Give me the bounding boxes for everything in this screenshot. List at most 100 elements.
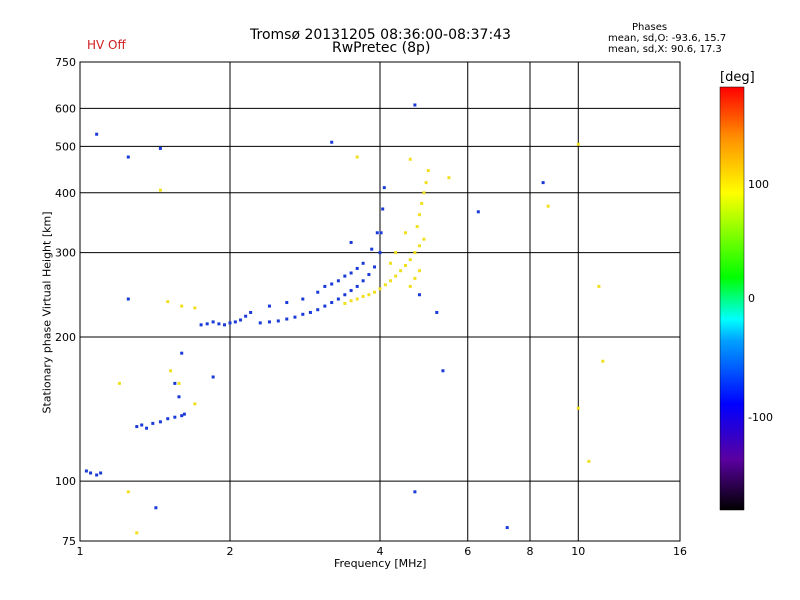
data-point-o <box>413 490 417 494</box>
data-point-x <box>180 304 184 308</box>
data-point-o <box>233 320 237 324</box>
data-point-x <box>355 297 359 301</box>
data-point-o <box>239 318 243 322</box>
hv-status-label: HV Off <box>87 38 126 52</box>
x-tick-label: 1 <box>77 545 84 558</box>
data-point-o <box>173 415 177 419</box>
data-point-o <box>99 471 103 475</box>
x-tick-label: 2 <box>227 545 234 558</box>
data-point-o <box>95 132 99 136</box>
data-point-x <box>158 188 162 192</box>
data-point-x <box>415 225 419 229</box>
y-tick-label: 100 <box>55 475 76 488</box>
phases-o-stats: mean, sd,O: -93.6, 15.7 <box>608 33 727 44</box>
y-tick-label: 500 <box>55 140 76 153</box>
chart-title: Tromsø 20131205 08:36:00-08:37:43 <box>250 27 511 43</box>
data-point-o <box>417 293 421 297</box>
data-point-o <box>158 420 162 424</box>
data-point-x <box>422 191 426 195</box>
data-point-x <box>417 244 421 248</box>
data-point-o <box>223 323 227 327</box>
data-point-o <box>373 265 377 269</box>
data-point-o <box>140 423 144 427</box>
data-point-o <box>158 146 162 150</box>
data-point-x <box>399 269 403 273</box>
data-point-x <box>408 157 412 161</box>
data-point-o <box>330 282 334 286</box>
data-point-x <box>422 237 426 241</box>
data-point-x <box>417 269 421 273</box>
data-point-x <box>601 359 605 363</box>
data-point-o <box>355 266 359 270</box>
data-point-o <box>330 140 334 144</box>
data-point-x <box>424 181 428 185</box>
data-point-x <box>135 531 139 535</box>
phases-title: Phases <box>632 22 668 33</box>
data-point-x <box>576 142 580 146</box>
data-point-o <box>126 155 130 159</box>
y-tick-label: 600 <box>55 102 76 115</box>
data-point-o <box>343 293 347 297</box>
data-point-x <box>117 381 121 385</box>
data-point-x <box>576 406 580 410</box>
data-point-o <box>381 207 385 211</box>
data-point-x <box>403 231 407 235</box>
data-point-o <box>199 323 203 327</box>
data-point-o <box>267 304 271 308</box>
y-tick-label: 200 <box>55 331 76 344</box>
data-point-o <box>349 240 353 244</box>
data-point-o <box>173 381 177 385</box>
data-point-o <box>435 310 439 314</box>
data-point-o <box>293 315 297 319</box>
colorbar <box>719 86 745 511</box>
data-point-o <box>336 279 340 283</box>
y-tick-label: 400 <box>55 187 76 200</box>
data-point-o <box>285 301 289 305</box>
data-point-o <box>441 369 445 373</box>
x-axis-label: Frequency [MHz] <box>334 557 427 570</box>
data-point-o <box>301 312 305 316</box>
colorbar-tick-minus100: -100 <box>748 411 773 424</box>
data-point-x <box>394 251 398 255</box>
data-point-x <box>373 290 377 294</box>
data-point-o <box>217 322 221 326</box>
data-point-o <box>379 231 383 235</box>
phases-x-stats: mean, sd,X: 90.6, 17.3 <box>608 44 722 55</box>
data-point-x <box>349 299 353 303</box>
chart-subtitle: RwPretec (8p) <box>332 40 431 56</box>
y-tick-label: 300 <box>55 247 76 260</box>
colorbar-label: [deg] <box>720 70 755 85</box>
colorbar-tick-100: 100 <box>748 178 769 191</box>
data-point-x <box>420 201 424 205</box>
data-point-o <box>361 261 365 265</box>
data-point-x <box>126 490 130 494</box>
colorbar-tick-0: 0 <box>748 292 755 305</box>
data-point-o <box>95 473 99 477</box>
data-point-o <box>166 417 170 421</box>
data-point-x <box>413 276 417 280</box>
data-point-x <box>389 279 393 283</box>
data-point-o <box>378 251 382 255</box>
data-point-o <box>316 290 320 294</box>
data-point-o <box>301 297 305 301</box>
data-point-o <box>180 414 184 418</box>
data-point-o <box>323 304 327 308</box>
data-point-o <box>349 271 353 275</box>
x-tick-labels: 1 2 4 6 8 10 16 <box>77 545 688 558</box>
data-point-x <box>417 213 421 217</box>
data-point-o <box>367 273 371 277</box>
data-point-x <box>413 251 417 255</box>
data-point-x <box>166 300 170 304</box>
data-point-x <box>403 263 407 267</box>
data-point-o <box>211 320 215 324</box>
data-point-x <box>383 283 387 287</box>
plot-frame <box>79 61 681 542</box>
data-point-o <box>180 351 184 355</box>
data-point-o <box>135 425 139 429</box>
data-point-o <box>308 310 312 314</box>
data-point-o <box>244 314 248 318</box>
data-point-o <box>316 308 320 312</box>
data-point-o <box>267 320 271 324</box>
x-tick-label: 8 <box>527 545 534 558</box>
